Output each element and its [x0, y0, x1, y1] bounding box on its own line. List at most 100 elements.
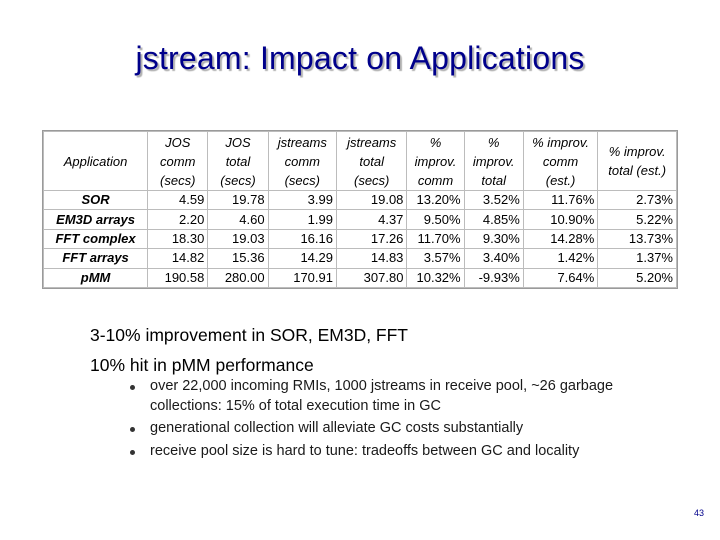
value-cell: 14.82	[147, 248, 209, 269]
bullet-text: receive pool size is hard to tune: trade…	[150, 442, 580, 459]
table-body: SOR 4.59 19.78 3.99 19.08 13.20% 3.52% 11.76% 2.…	[42, 189, 677, 289]
value-cell: 4.60	[207, 209, 269, 230]
column-header-line: comm	[160, 153, 196, 169]
application-cell: EM3D arrays	[42, 209, 149, 230]
value-cell: 5.22%	[597, 209, 677, 230]
column-header-line: % improv.	[608, 144, 666, 159]
value-cell: 3.57%	[406, 248, 465, 269]
column-header-line: (secs)	[284, 172, 320, 188]
value-cell: 7.64%	[522, 267, 599, 289]
value-cell: 2.20	[147, 209, 209, 230]
value-cell: 16.16	[267, 228, 337, 250]
column-header-line: (secs)	[354, 172, 390, 188]
value-cell: 3.99	[267, 189, 337, 211]
column-header: jstreams comm (secs)	[267, 131, 337, 191]
table-row: EM3D arrays 2.20 4.60 1.99 4.37 9.50% 4.85% 10.…	[42, 209, 677, 230]
column-header-line: (secs)	[160, 172, 196, 188]
value-cell: 13.20%	[406, 189, 465, 211]
column-header-line: jstreams	[347, 134, 397, 150]
column-header-line: comm	[542, 153, 579, 169]
value-cell: 170.91	[267, 267, 337, 289]
column-header: JOS comm (secs)	[147, 131, 209, 191]
column-header: jstreams total (secs)	[335, 131, 408, 191]
value-cell: 2.73%	[597, 189, 677, 211]
value-cell: 4.59	[147, 189, 209, 211]
value-cell: 3.40%	[463, 248, 524, 269]
table-header-row: Application JOS comm (secs) JOS total (secs) js…	[42, 131, 677, 191]
results-table-grid: Application JOS comm (secs) JOS total (secs) js…	[42, 131, 677, 289]
value-cell: 1.37%	[597, 248, 677, 269]
column-header-line: (secs)	[220, 172, 256, 188]
column-header-line: % improv.	[532, 134, 589, 150]
bullet-dot-icon	[130, 449, 135, 455]
column-header-line: JOS	[165, 134, 191, 150]
page-number: 43	[693, 508, 704, 518]
column-header-line: comm	[417, 172, 454, 188]
value-cell: 307.80	[335, 267, 408, 289]
value-cell: 18.30	[147, 228, 209, 250]
value-cell: 9.30%	[463, 228, 524, 250]
column-header-line: Application	[63, 153, 128, 169]
value-cell: 17.26	[335, 228, 408, 250]
application-cell: pMM	[42, 267, 149, 289]
value-cell: 13.73%	[597, 228, 677, 250]
value-cell: 19.78	[207, 189, 269, 211]
bullet-text: over 22,000 incoming RMIs, 1000 jstreams…	[150, 378, 614, 414]
value-cell: 3.52%	[463, 189, 524, 211]
column-header-line: total	[359, 153, 384, 169]
column-header-line: %	[429, 134, 442, 150]
value-cell: 11.70%	[406, 228, 465, 250]
value-cell: -9.93%	[463, 267, 524, 289]
column-header: % improv. total (est.)	[597, 131, 677, 191]
application-cell: SOR	[42, 189, 149, 211]
column-header-line: improv.	[472, 153, 515, 169]
column-header: % improv. comm	[406, 131, 465, 191]
column-header-line: improv.	[414, 153, 457, 169]
value-cell: 15.36	[207, 248, 269, 269]
bullet-item: over 22,000 incoming RMIs, 1000 jstreams…	[130, 377, 650, 416]
bullet-dot-icon	[130, 385, 135, 390]
column-header: JOS total (secs)	[207, 131, 269, 191]
value-cell: 1.42%	[522, 248, 599, 269]
table-row: FFT arrays 14.82 15.36 14.29 14.83 3.57% 3.40%…	[42, 248, 677, 269]
bullet-text: generational collection will alleviate G…	[150, 420, 524, 436]
bullet-list: over 22,000 incoming RMIs, 1000 jstreams…	[130, 377, 650, 464]
bullet-item: generational collection will alleviate G…	[130, 419, 650, 439]
value-cell: 9.50%	[406, 209, 465, 230]
value-cell: 5.20%	[597, 267, 677, 289]
value-cell: 19.03	[207, 228, 269, 250]
column-header: Application	[42, 131, 149, 191]
column-header-line: total	[225, 153, 251, 169]
column-header: % improv. total	[463, 131, 524, 191]
application-cell: FFT arrays	[42, 248, 149, 269]
value-cell: 4.37	[335, 209, 408, 230]
table-row: pMM 190.58 280.00 170.91 307.80 10.32% -9.93% 7…	[42, 267, 677, 289]
value-cell: 11.76%	[522, 189, 599, 211]
table-row: FFT complex 18.30 19.03 16.16 17.26 11.70% 9.3…	[42, 228, 677, 250]
column-header-line: total	[481, 172, 506, 188]
application-cell: FFT complex	[42, 228, 149, 250]
column-header-line: total (est.)	[608, 163, 667, 178]
value-cell: 14.29	[267, 248, 337, 269]
body-line-improvement: 3-10% improvement in SOR, EM3D, FFT	[90, 325, 408, 345]
column-header-line: %	[487, 134, 500, 150]
value-cell: 14.28%	[522, 228, 599, 250]
bullet-item: receive pool size is hard to tune: trade…	[130, 442, 650, 462]
column-header-line: JOS	[225, 134, 251, 150]
value-cell: 14.83	[335, 248, 408, 269]
value-cell: 10.90%	[522, 209, 599, 230]
column-header-line: jstreams	[277, 134, 327, 150]
value-cell: 10.32%	[406, 267, 465, 289]
results-table: Application JOS comm (secs) JOS total (secs) js…	[42, 130, 678, 289]
bullet-dot-icon	[130, 427, 135, 432]
body-text: 3-10% improvement in SOR, EM3D, FFT 10% …	[90, 320, 408, 380]
value-cell: 280.00	[207, 267, 269, 289]
slide-title: jstream: Impact on Applications	[135, 40, 585, 76]
body-line-hit: 10% hit in pMM performance	[90, 355, 314, 375]
table-row: SOR 4.59 19.78 3.99 19.08 13.20% 3.52% 11.76% 2.…	[42, 189, 677, 211]
value-cell: 190.58	[147, 267, 209, 289]
value-cell: 19.08	[335, 189, 408, 211]
value-cell: 4.85%	[463, 209, 524, 230]
column-header-line: (est.)	[545, 172, 576, 188]
column-header-line: comm	[284, 153, 320, 169]
